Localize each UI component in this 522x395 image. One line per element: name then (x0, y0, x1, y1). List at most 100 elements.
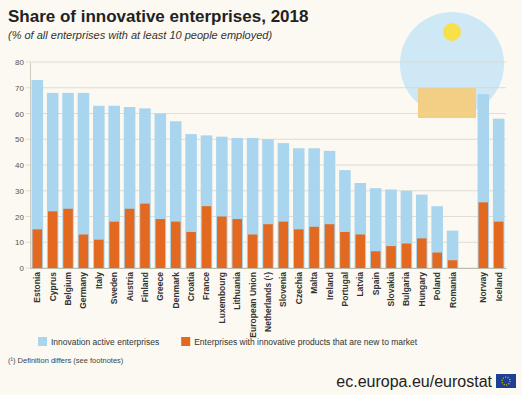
x-tick-label: Croatia (186, 272, 196, 302)
bar (78, 93, 90, 268)
y-tick: 10 (15, 238, 30, 247)
x-tick: Slovenia (278, 268, 288, 307)
legend-label: Enterprises with innovative products tha… (194, 337, 418, 347)
bar (94, 240, 104, 268)
x-tick-label: Poland (432, 272, 442, 300)
x-tick-label: Denmark (171, 272, 181, 309)
y-tick: 30 (15, 187, 30, 196)
grid-line (26, 62, 506, 63)
x-tick-label: Estonia (32, 272, 42, 303)
y-tick-label: 10 (15, 238, 24, 247)
bar (355, 183, 367, 268)
bar (171, 222, 181, 268)
subtitle: (% of all enterprises with at least 10 p… (8, 29, 272, 41)
bar (32, 80, 44, 268)
x-tick-label: Spain (371, 272, 381, 295)
bar (416, 195, 428, 268)
bar (109, 222, 119, 268)
bar (494, 222, 504, 268)
x-tick-label: France (201, 272, 211, 300)
x-tick: Spain (371, 268, 381, 295)
bar (309, 227, 319, 268)
bar (402, 244, 412, 268)
x-tick: Hungary (417, 268, 427, 306)
bar (48, 211, 58, 268)
x-tick-label: Slovakia (386, 272, 396, 307)
x-tick: Greece (155, 268, 165, 301)
bar (339, 170, 351, 268)
x-tick: Latvia (355, 268, 365, 297)
x-tick-label: Portugal (340, 272, 350, 306)
bar (185, 134, 197, 268)
bar (47, 93, 59, 268)
flag-stars (502, 377, 510, 385)
y-tick-label: 30 (15, 187, 24, 196)
chart: Share of innovative enterprises, 2018(% … (0, 0, 522, 395)
x-tick-label: Romania (448, 272, 458, 308)
bar (447, 231, 459, 268)
legend: Innovation active enterprises Enterprises… (38, 337, 418, 347)
bar (432, 253, 442, 268)
x-tick: Bulgaria (401, 268, 411, 306)
bar (278, 143, 290, 268)
bar (478, 94, 490, 268)
bar (140, 204, 150, 268)
bar (370, 188, 382, 268)
x-tick: Portugal (340, 268, 350, 306)
source: ec.europa.eu/eurostat (336, 373, 492, 390)
bar (139, 108, 151, 268)
bar (62, 93, 74, 268)
bar (124, 107, 136, 268)
y-axis-line (30, 63, 31, 269)
y-tick: 40 (15, 161, 30, 170)
bar (293, 148, 305, 268)
x-tick-label: Latvia (355, 272, 365, 297)
y-tick-label: 20 (15, 213, 24, 222)
x-tick: Norway (478, 268, 488, 303)
x-tick: Austria (125, 268, 135, 301)
bar (247, 138, 259, 268)
x-tick: Poland (432, 268, 442, 300)
y-tick-label: 60 (15, 110, 24, 119)
x-tick: Cyprus (48, 268, 58, 301)
x-tick-label: Lithuania (232, 272, 242, 310)
bar (216, 137, 228, 268)
bar (232, 219, 242, 268)
bar (279, 222, 289, 268)
x-tick-label: Hungary (417, 272, 427, 307)
x-tick-label: Finland (140, 272, 150, 302)
y-tick: 0 (20, 264, 30, 273)
grid (26, 62, 506, 268)
y-tick-label: 50 (15, 135, 24, 144)
bar (356, 235, 366, 268)
series (32, 80, 505, 268)
bar (493, 119, 505, 268)
legend-label: Innovation active enterprises (51, 337, 159, 347)
bar (340, 232, 350, 268)
x-tick: Finland (140, 268, 150, 302)
bar (294, 229, 304, 268)
bars (32, 80, 505, 268)
legend-swatch (38, 337, 47, 346)
bar (479, 202, 489, 268)
y-tick-label: 80 (15, 58, 24, 67)
bar (202, 206, 212, 268)
y-tick: 50 (15, 135, 30, 144)
bar (63, 209, 73, 268)
bar (79, 235, 89, 268)
x-tick-label: Malta (309, 272, 319, 294)
footnote: (¹) Definition differs (see footnotes) (8, 356, 124, 365)
bar (108, 106, 120, 268)
x-axis: EstoniaCyprusBelgiumGermanyItalySwedenAu… (31, 268, 507, 338)
bar (308, 148, 320, 268)
bar (201, 135, 213, 268)
x-axis-line (31, 268, 507, 269)
bar (231, 138, 243, 268)
y-tick-label: 40 (15, 161, 24, 170)
x-tick: Sweden (109, 268, 119, 304)
x-tick-label: Austria (125, 272, 135, 302)
y-tick: 80 (15, 58, 30, 67)
x-tick-label: Luxembourg (217, 272, 227, 323)
y-axis: 01020304050607080 (15, 58, 30, 273)
x-tick-label: Cyprus (48, 272, 58, 302)
